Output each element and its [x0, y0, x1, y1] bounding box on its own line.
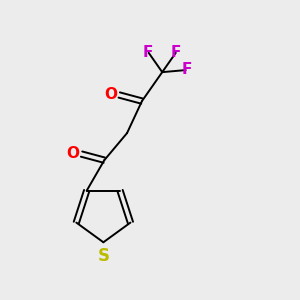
Text: S: S [98, 247, 110, 265]
Text: F: F [143, 44, 153, 59]
Text: F: F [182, 62, 192, 77]
Text: O: O [66, 146, 79, 160]
Text: F: F [171, 44, 181, 59]
Text: O: O [104, 86, 117, 101]
